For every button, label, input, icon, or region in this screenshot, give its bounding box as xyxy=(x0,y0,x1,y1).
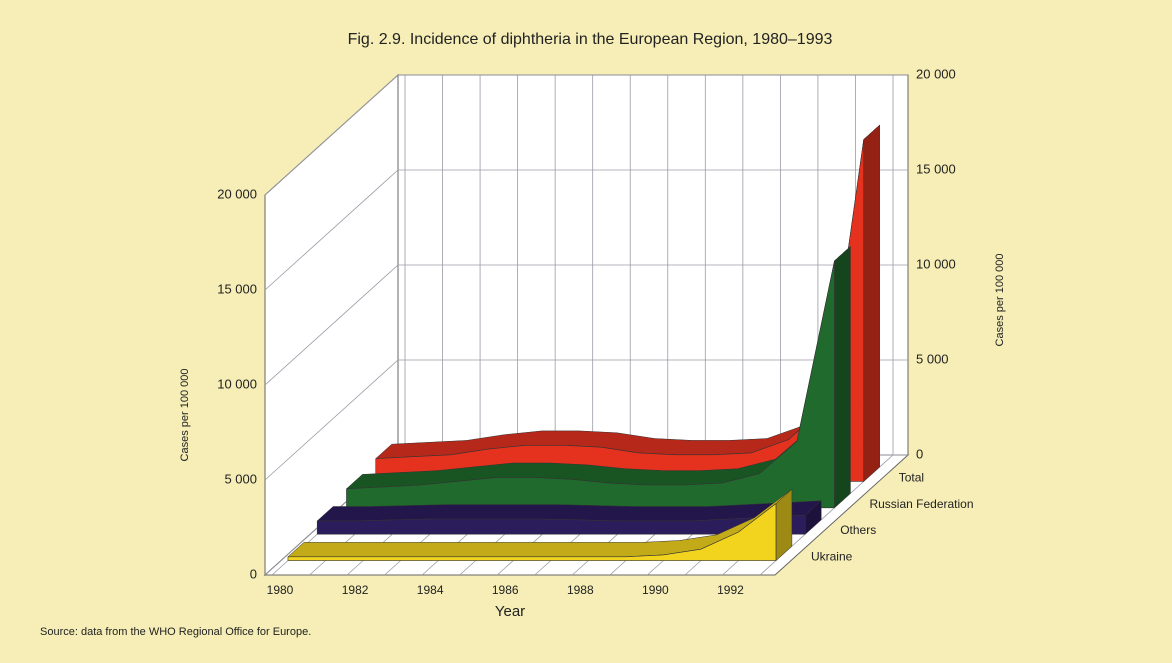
area xyxy=(346,260,835,509)
grid-line xyxy=(264,264,399,386)
ribbon-side xyxy=(834,245,851,509)
grid-line xyxy=(264,74,399,196)
x-tick-label: 1992 xyxy=(717,583,744,597)
y2-tick-label: 0 xyxy=(916,446,923,461)
area xyxy=(287,502,777,561)
x-tick-label: 1982 xyxy=(342,583,369,597)
x-tick-label: 1988 xyxy=(567,583,594,597)
legend-label: Russian Federation xyxy=(869,497,973,511)
source-note: Source: data from the WHO Regional Offic… xyxy=(40,626,311,638)
x-tick-label: 1984 xyxy=(417,583,444,597)
x-tick-label: 1980 xyxy=(267,583,294,597)
y-tick-label: 0 xyxy=(250,566,257,581)
x-axis-title: Year xyxy=(495,603,525,620)
y2-tick-label: 10 000 xyxy=(916,256,956,271)
y-tick-label: 15 000 xyxy=(217,281,257,296)
y2-tick-label: 15 000 xyxy=(916,161,956,176)
legend-label: Ukraine xyxy=(811,550,853,564)
chart-title: Fig. 2.9. Incidence of diphtheria in the… xyxy=(348,31,833,48)
y-axis-title: Cases per 100 000 xyxy=(179,369,191,462)
grid-line xyxy=(264,359,399,481)
legend-label: Others xyxy=(840,523,876,537)
y2-axis-title: Cases per 100 000 xyxy=(994,254,1006,347)
grid-line xyxy=(264,169,399,291)
ribbon-side xyxy=(863,124,880,482)
y-tick-label: 20 000 xyxy=(217,186,257,201)
legend-label: Total xyxy=(899,470,924,484)
x-tick-label: 1986 xyxy=(492,583,519,597)
y2-tick-label: 5 000 xyxy=(916,351,949,366)
x-tick-label: 1990 xyxy=(642,583,669,597)
y2-tick-label: 20 000 xyxy=(916,66,956,81)
y-tick-label: 10 000 xyxy=(217,376,257,391)
y-tick-label: 5 000 xyxy=(224,471,257,486)
